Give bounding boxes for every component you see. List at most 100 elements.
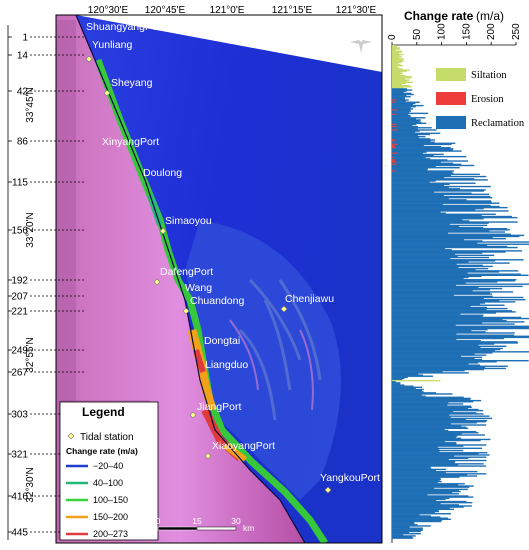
reclamation-bar — [392, 306, 488, 309]
reclamation-bar — [392, 252, 483, 254]
reclamation-bar — [392, 255, 458, 258]
siltation-bar — [392, 86, 412, 88]
reclamation-bar — [392, 383, 401, 385]
reclamation-bar — [392, 208, 484, 210]
place-label: Doulong — [143, 167, 182, 179]
siltation-bar — [392, 54, 400, 57]
reclamation-bar — [392, 352, 493, 354]
reclamation-bar — [392, 480, 442, 483]
reclamation-bar — [392, 481, 438, 484]
reclamation-bar — [392, 445, 464, 447]
erosion-bar — [392, 147, 397, 149]
reclamation-bar — [392, 259, 524, 261]
reclamation-bar — [392, 246, 518, 249]
reclamation-bar — [392, 326, 529, 329]
reclamation-bar — [392, 215, 512, 218]
reclamation-bar — [392, 342, 519, 344]
reclamation-bar — [392, 468, 447, 471]
lat-label: 33°45'N — [25, 87, 36, 122]
reclamation-bar — [392, 527, 423, 529]
reclamation-bar — [392, 276, 469, 279]
reclamation-bar — [392, 490, 461, 493]
reclamation-bar — [392, 496, 474, 498]
reclamation-bar — [392, 387, 416, 390]
reclamation-bar — [392, 107, 411, 109]
reclamation-bar — [392, 210, 509, 212]
reclamation-bar — [392, 369, 465, 372]
reclamation-bar — [392, 418, 466, 421]
reclamation-bar — [392, 385, 414, 387]
transect-tick-label: 249 — [11, 346, 28, 357]
reclamation-bar — [392, 235, 520, 238]
reclamation-bar — [392, 489, 459, 492]
reclamation-bar — [392, 347, 503, 350]
siltation-bar — [392, 83, 402, 86]
reclamation-bar — [392, 143, 452, 146]
reclamation-bar — [392, 178, 475, 180]
siltation-bar — [392, 49, 396, 51]
chart-axis-tick-label: 250 — [511, 23, 522, 40]
siltation-bar — [392, 68, 403, 70]
chart-axis-tick-label: 200 — [486, 23, 497, 40]
siltation-bar — [392, 45, 396, 47]
reclamation-bar — [392, 98, 405, 100]
erosion-bar — [392, 163, 397, 166]
reclamation-bar — [392, 212, 447, 214]
reclamation-bar — [392, 376, 408, 379]
reclamation-bar — [392, 509, 439, 512]
reclamation-bar — [392, 415, 490, 417]
reclamation-bar — [392, 424, 487, 426]
siltation-bar — [392, 47, 401, 49]
reclamation-bar — [392, 174, 451, 177]
chart-axis-tick-label: 100 — [437, 23, 448, 40]
reclamation-bar — [392, 167, 460, 169]
reclamation-bar — [392, 114, 411, 117]
reclamation-bar — [392, 163, 462, 166]
reclamation-bar — [392, 263, 457, 265]
siltation-bar — [392, 77, 412, 79]
tidal-stations — [85, 55, 332, 494]
reclamation-bar — [392, 236, 493, 239]
reclamation-bar — [392, 233, 511, 235]
chart-axis-tick-label: 0 — [387, 34, 398, 40]
transect-tick-label: 42 — [17, 87, 29, 98]
reclamation-bar — [392, 338, 457, 341]
reclamation-bar — [392, 302, 485, 304]
reclamation-bar — [392, 274, 529, 276]
reclamation-bar — [392, 488, 468, 491]
reclamation-bar — [392, 430, 477, 433]
reclamation-bar — [392, 234, 525, 237]
reclamation-bar — [392, 375, 433, 377]
reclamation-bar — [392, 148, 454, 150]
reclamation-bar — [392, 112, 429, 115]
lon-labels: 120°30'E 120°45'E 121°0'E 121°15'E 121°3… — [88, 5, 377, 16]
reclamation-bar — [392, 213, 496, 215]
siltation-bar — [392, 46, 398, 48]
reclamation-bar — [392, 171, 453, 173]
reclamation-bar — [392, 111, 410, 113]
chart-legend-swatch — [436, 116, 466, 129]
reclamation-bar — [392, 438, 491, 441]
reclamation-bar — [392, 285, 523, 288]
reclamation-bar — [392, 249, 452, 251]
reclamation-bar — [392, 158, 431, 160]
transect-tick-label: 445 — [11, 528, 28, 539]
reclamation-bar — [392, 503, 441, 505]
transect-tick-label: 86 — [17, 137, 29, 148]
reclamation-bar — [392, 366, 486, 369]
reclamation-bar — [392, 477, 441, 479]
reclamation-bar — [392, 108, 414, 110]
siltation-bar — [392, 81, 413, 84]
reclamation-bar — [392, 121, 422, 123]
reclamation-bar — [392, 353, 475, 355]
reclamation-bar — [392, 194, 444, 197]
reclamation-bar — [392, 456, 487, 458]
reclamation-bar — [392, 89, 413, 91]
reclamation-bar — [392, 122, 427, 125]
reclamation-bar — [392, 277, 464, 280]
reclamation-bar — [392, 138, 431, 140]
reclamation-bar — [392, 232, 449, 234]
reclamation-bar — [392, 190, 484, 192]
reclamation-bar — [392, 448, 440, 451]
reclamation-bar — [392, 505, 472, 507]
